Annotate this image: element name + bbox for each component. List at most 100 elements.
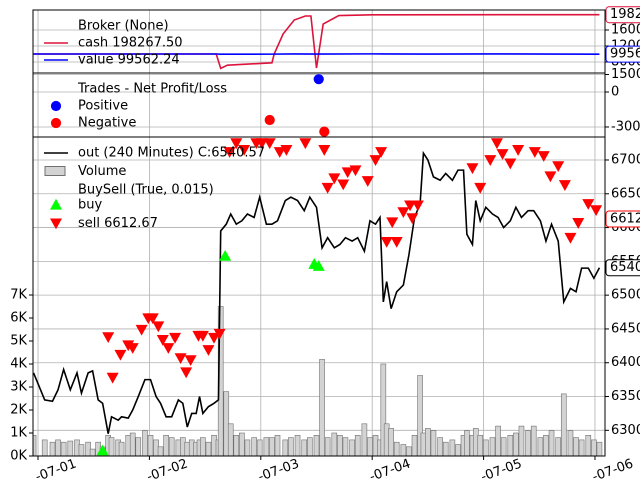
volume-bar bbox=[301, 439, 308, 456]
marker bbox=[411, 200, 424, 212]
volume-bar bbox=[367, 437, 373, 456]
volume-bar bbox=[263, 437, 270, 456]
volume-bar bbox=[442, 441, 449, 456]
marker bbox=[312, 260, 325, 271]
legend-label: cash 198267.50 bbox=[78, 36, 183, 51]
volume-bar bbox=[393, 441, 400, 456]
marker bbox=[496, 149, 509, 160]
volume-bar bbox=[495, 425, 501, 456]
volume-bar bbox=[200, 437, 206, 456]
volume-bar bbox=[41, 439, 48, 456]
y2-tick-label: 0K bbox=[10, 449, 27, 464]
y-tick-label: -30000 bbox=[611, 119, 640, 134]
volume-bar bbox=[507, 435, 514, 456]
volume-bar bbox=[417, 375, 423, 456]
marker bbox=[273, 147, 286, 158]
volume-bar bbox=[500, 437, 507, 456]
marker bbox=[319, 126, 330, 137]
volume-bar bbox=[449, 439, 456, 456]
y2-tick-label: 4K bbox=[10, 357, 27, 372]
volume-bar bbox=[513, 432, 519, 456]
grid bbox=[33, 10, 605, 73]
volume-bar bbox=[477, 435, 484, 456]
value-badge-label: 99562.24 bbox=[610, 47, 640, 62]
marker bbox=[558, 180, 571, 191]
volume-bar bbox=[49, 441, 56, 456]
value-badge bbox=[605, 259, 640, 277]
marker bbox=[537, 151, 550, 162]
volume-bar bbox=[233, 435, 240, 456]
marker bbox=[223, 147, 236, 158]
volume-bar bbox=[89, 448, 96, 456]
volume-bar bbox=[67, 440, 74, 456]
volume-bar bbox=[555, 437, 562, 456]
volume-bar bbox=[55, 439, 61, 456]
volume-bar bbox=[205, 441, 212, 456]
volume-bar bbox=[118, 441, 125, 456]
marker bbox=[349, 165, 362, 177]
marker bbox=[196, 330, 209, 342]
marker bbox=[238, 145, 251, 156]
volume-bar bbox=[573, 437, 579, 456]
volume-bar bbox=[518, 425, 525, 456]
legend-title: Trades - Net Profit/Loss bbox=[77, 82, 227, 97]
y2-tick-label: 5K bbox=[10, 334, 27, 349]
y-tick-label: 6400 bbox=[611, 355, 640, 370]
marker bbox=[361, 176, 374, 187]
volume-bar bbox=[560, 393, 567, 456]
marker bbox=[264, 114, 275, 126]
marker bbox=[208, 332, 221, 344]
x-tick-label: -07-01 bbox=[33, 456, 78, 480]
marker bbox=[369, 155, 382, 166]
volume-bar bbox=[294, 435, 301, 456]
volume-bar bbox=[591, 439, 597, 456]
marker bbox=[528, 147, 541, 158]
legend-label: buy bbox=[78, 197, 102, 212]
volume-bar bbox=[585, 435, 592, 456]
y-tick-label: 6350 bbox=[611, 389, 640, 404]
volume-bar bbox=[537, 437, 544, 456]
legend-swatch bbox=[44, 166, 66, 176]
volume-bar bbox=[244, 439, 251, 456]
marker bbox=[299, 138, 312, 150]
volume-bar bbox=[135, 437, 142, 456]
legend-group-title: BuySell (True, 0.015) bbox=[78, 183, 214, 198]
marker bbox=[386, 217, 399, 229]
marker bbox=[544, 171, 557, 183]
y-tick-label: 160000 bbox=[611, 23, 640, 38]
marker bbox=[114, 349, 127, 361]
volume-bar bbox=[543, 435, 549, 456]
volume-bar bbox=[33, 435, 37, 456]
volume-bar bbox=[78, 444, 85, 456]
marker bbox=[406, 213, 419, 225]
x-tick-label: -07-03 bbox=[256, 456, 301, 480]
marker bbox=[174, 353, 187, 365]
marker bbox=[504, 158, 517, 170]
marker bbox=[169, 332, 182, 344]
y2-tick-label: 2K bbox=[10, 403, 27, 418]
volume-bar bbox=[282, 439, 289, 456]
marker bbox=[474, 182, 487, 194]
legend-label: sell 6612.67 bbox=[78, 216, 158, 231]
volume-bar bbox=[239, 432, 245, 456]
volume-bar bbox=[578, 439, 585, 456]
panel-frame bbox=[32, 136, 606, 457]
x-tick-label: -07-04 bbox=[368, 456, 413, 480]
y2-tick-label: 3K bbox=[10, 380, 27, 395]
volume-bar bbox=[168, 437, 175, 456]
volume-bar bbox=[483, 439, 489, 456]
legend-label: Negative bbox=[78, 116, 136, 131]
legend-title: Broker (None) bbox=[78, 19, 169, 34]
volume-bar bbox=[251, 437, 257, 456]
marker bbox=[318, 145, 331, 156]
marker bbox=[162, 343, 175, 354]
volume-bar bbox=[489, 437, 496, 456]
volume-bar bbox=[337, 435, 343, 456]
marker bbox=[466, 163, 479, 175]
marker bbox=[341, 167, 354, 179]
legend-swatch bbox=[50, 198, 62, 210]
volume-bar bbox=[60, 441, 67, 456]
marker bbox=[552, 161, 565, 173]
